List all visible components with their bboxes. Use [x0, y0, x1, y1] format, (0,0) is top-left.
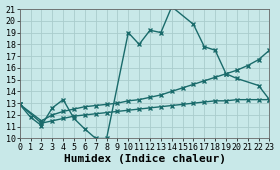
X-axis label: Humidex (Indice chaleur): Humidex (Indice chaleur)	[64, 154, 226, 164]
